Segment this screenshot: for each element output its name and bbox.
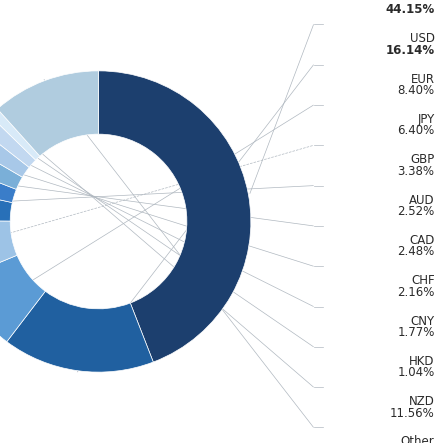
Wedge shape (7, 291, 153, 372)
Text: 16.14%: 16.14% (385, 44, 435, 57)
Text: AUD: AUD (409, 194, 435, 206)
Text: 44.15%: 44.15% (385, 4, 435, 16)
Text: JPY: JPY (417, 113, 435, 126)
Wedge shape (0, 109, 40, 160)
Text: 6.40%: 6.40% (397, 124, 435, 137)
Text: CNY: CNY (410, 315, 435, 327)
Text: 3.38%: 3.38% (397, 165, 435, 178)
Text: 11.56%: 11.56% (390, 407, 435, 420)
Wedge shape (0, 221, 17, 280)
Text: HKD: HKD (409, 355, 435, 368)
Wedge shape (0, 128, 29, 177)
Wedge shape (99, 71, 251, 362)
Text: CHF: CHF (411, 274, 435, 287)
Wedge shape (0, 71, 99, 156)
Text: NZD: NZD (409, 395, 435, 408)
Text: EUR: EUR (410, 73, 435, 85)
Text: USD: USD (409, 32, 435, 45)
Wedge shape (0, 166, 17, 202)
Wedge shape (0, 145, 22, 190)
Text: 2.52%: 2.52% (397, 205, 435, 218)
Wedge shape (0, 255, 45, 342)
Text: 8.40%: 8.40% (397, 84, 435, 97)
Text: Other: Other (401, 435, 435, 443)
Text: 1.04%: 1.04% (397, 366, 435, 379)
Text: CAD: CAD (409, 234, 435, 247)
Text: GBP: GBP (410, 153, 435, 166)
Wedge shape (0, 116, 36, 167)
Text: 2.16%: 2.16% (397, 286, 435, 299)
Text: 2.48%: 2.48% (397, 245, 435, 258)
Wedge shape (0, 189, 12, 221)
Text: 1.77%: 1.77% (397, 326, 435, 339)
